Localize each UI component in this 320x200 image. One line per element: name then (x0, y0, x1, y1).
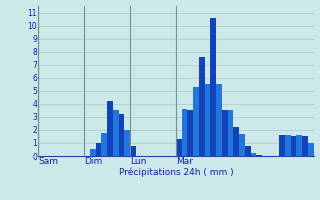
Bar (101, 133, 107, 156)
Bar (291, 136, 296, 156)
Bar (96, 143, 101, 156)
Bar (285, 135, 291, 156)
Bar (182, 109, 188, 156)
Bar (199, 57, 205, 156)
Bar (130, 146, 136, 156)
Bar (302, 136, 308, 156)
Bar (239, 134, 245, 156)
Bar (216, 84, 222, 156)
Bar (279, 135, 285, 156)
Bar (251, 153, 256, 156)
X-axis label: Précipitations 24h ( mm ): Précipitations 24h ( mm ) (119, 168, 233, 177)
Bar (245, 146, 251, 156)
Bar (107, 101, 113, 156)
Bar (222, 110, 228, 156)
Bar (233, 127, 239, 156)
Bar (188, 110, 193, 156)
Bar (228, 110, 233, 156)
Bar (193, 87, 199, 156)
Bar (296, 135, 302, 156)
Bar (205, 84, 211, 156)
Bar (113, 110, 119, 156)
Bar (119, 114, 124, 156)
Bar (308, 143, 314, 156)
Bar (124, 130, 130, 156)
Bar (211, 18, 216, 156)
Bar (176, 139, 182, 156)
Bar (256, 155, 262, 156)
Bar (90, 149, 96, 156)
